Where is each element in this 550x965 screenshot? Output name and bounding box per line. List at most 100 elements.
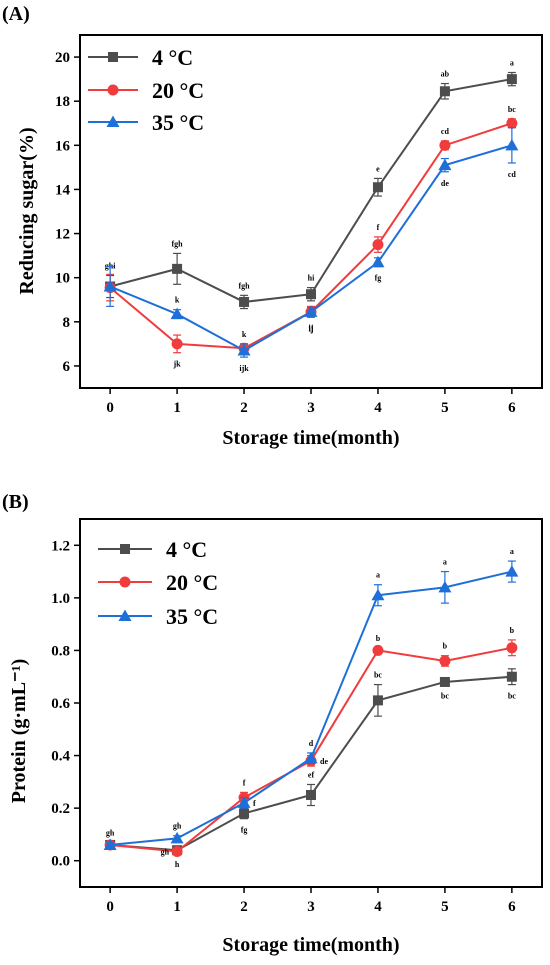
data-point bbox=[103, 838, 117, 850]
significance-label: a bbox=[376, 571, 380, 580]
y-tick-label: 14 bbox=[55, 182, 71, 198]
y-tick-label: 0.0 bbox=[51, 854, 70, 870]
significance-label: ij bbox=[309, 323, 314, 332]
data-point bbox=[237, 343, 251, 356]
panel-b-plot-frame bbox=[79, 518, 543, 888]
data-point bbox=[239, 808, 250, 819]
data-point bbox=[438, 580, 452, 593]
x-tick-label: 5 bbox=[441, 899, 449, 915]
x-tick-label: 3 bbox=[307, 400, 315, 416]
x-tick-label: 1 bbox=[173, 899, 181, 915]
significance-label: fg bbox=[241, 826, 248, 835]
significance-label: fg bbox=[375, 274, 382, 283]
significance-label: de bbox=[441, 179, 449, 188]
significance-label: k bbox=[242, 330, 247, 339]
data-point bbox=[172, 263, 183, 274]
data-point bbox=[103, 280, 117, 292]
significance-label: f bbox=[253, 799, 256, 808]
data-point bbox=[439, 139, 451, 151]
significance-label: ijk bbox=[239, 364, 249, 373]
data-point bbox=[304, 305, 318, 317]
y-tick-label: 0.6 bbox=[51, 696, 70, 712]
y-tick-label: 0.8 bbox=[51, 643, 70, 659]
data-point bbox=[506, 74, 517, 85]
y-tick-label: 8 bbox=[63, 315, 71, 331]
data-point bbox=[170, 831, 184, 844]
legend-marker bbox=[106, 115, 120, 127]
legend-label: 20 °C bbox=[152, 78, 204, 103]
legend-marker bbox=[118, 609, 132, 621]
significance-label: jk bbox=[173, 360, 182, 369]
panel-b-protein: (B) 0 1 2 3 4 5 6 0.0 0.2 0.4 0.6 0.8 1.0 1.2 Storage… bbox=[2, 491, 543, 956]
panel-a-plot-frame bbox=[79, 34, 543, 389]
panel-b-y-axis-title: Protein (g·mL⁻¹) bbox=[8, 659, 30, 804]
legend-label: 35 °C bbox=[166, 604, 218, 629]
y-tick-label: 0.2 bbox=[51, 801, 70, 817]
significance-label: gh bbox=[106, 828, 115, 837]
significance-label: f bbox=[377, 223, 380, 232]
significance-label: cd bbox=[508, 170, 517, 179]
panel-a-y-axis-title: Reducing sugar(%) bbox=[16, 127, 38, 294]
significance-label: bc bbox=[508, 692, 516, 701]
x-tick-label: 6 bbox=[508, 400, 516, 416]
data-point bbox=[304, 751, 318, 764]
x-tick-label: 4 bbox=[374, 400, 382, 416]
y-tick-label: 20 bbox=[55, 50, 70, 66]
legend-marker bbox=[108, 52, 118, 62]
significance-label: a bbox=[510, 59, 514, 68]
data-point bbox=[372, 644, 384, 656]
series-3: gh f d a a a bbox=[103, 547, 519, 850]
data-point bbox=[371, 255, 385, 268]
significance-label: gh bbox=[173, 822, 182, 831]
data-point bbox=[438, 158, 452, 171]
data-point bbox=[505, 565, 519, 577]
significance-label: k bbox=[175, 296, 180, 305]
significance-label: a bbox=[443, 558, 447, 567]
significance-label: ij bbox=[309, 324, 314, 333]
panel-a-x-axis-title: Storage time(month) bbox=[222, 427, 399, 449]
series-line bbox=[109, 144, 513, 352]
y-tick-label: 0.4 bbox=[51, 749, 70, 765]
significance-label: ef bbox=[308, 770, 315, 779]
panel-b-axes: 0 1 2 3 4 5 6 0.0 0.2 0.4 0.6 0.8 1.0 1.2 bbox=[51, 538, 516, 915]
significance-label: de bbox=[320, 757, 328, 766]
data-point bbox=[506, 642, 518, 654]
significance-label: hi bbox=[308, 274, 315, 283]
legend-marker bbox=[120, 544, 130, 554]
x-tick-label: 4 bbox=[374, 899, 382, 915]
y-tick-label: 10 bbox=[55, 271, 70, 287]
significance-label: fgh bbox=[238, 281, 250, 290]
significance-label: d bbox=[309, 739, 314, 748]
series-line bbox=[110, 646, 513, 853]
y-tick-label: 18 bbox=[55, 94, 70, 110]
x-tick-label: 3 bbox=[307, 899, 315, 915]
legend-marker bbox=[119, 576, 131, 588]
y-tick-label: 6 bbox=[63, 359, 71, 375]
significance-label: b bbox=[510, 626, 515, 635]
panel-a-legend: 4 °C 20 °C 35 °C bbox=[88, 45, 204, 135]
data-point bbox=[372, 695, 383, 706]
panel-a-label: (A) bbox=[2, 3, 30, 25]
significance-label: b bbox=[443, 642, 448, 651]
significance-label: b bbox=[376, 634, 381, 643]
data-point bbox=[170, 307, 184, 320]
x-tick-label: 2 bbox=[240, 899, 248, 915]
data-point bbox=[237, 796, 251, 808]
x-tick-label: 0 bbox=[106, 400, 114, 416]
data-point bbox=[505, 138, 519, 151]
significance-label: ghi bbox=[105, 261, 116, 270]
x-tick-label: 1 bbox=[173, 400, 181, 416]
series-1: ghi fgh fgh hi e ab a bbox=[105, 59, 517, 310]
significance-label: bc bbox=[374, 671, 382, 680]
data-point bbox=[171, 846, 183, 858]
significance-label: a bbox=[510, 547, 514, 556]
data-point bbox=[171, 338, 183, 350]
panel-b-x-axis-title: Storage time(month) bbox=[222, 934, 399, 956]
significance-label: e bbox=[376, 164, 380, 173]
data-point bbox=[239, 296, 250, 307]
panel-b-legend: 4 °C 20 °C 35 °C bbox=[98, 537, 218, 629]
y-tick-label: 12 bbox=[55, 227, 70, 243]
x-tick-label: 6 bbox=[508, 899, 516, 915]
